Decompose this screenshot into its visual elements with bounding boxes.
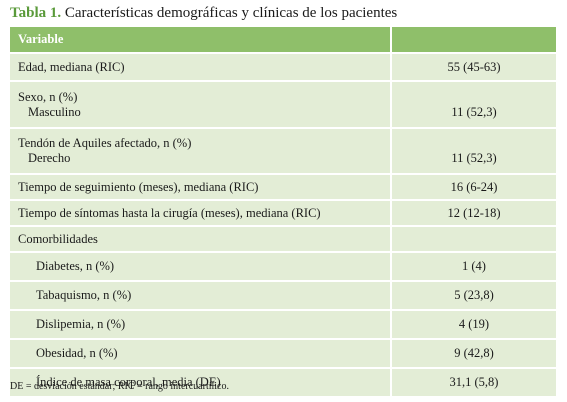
value-cell: 9 (42,8) [392, 340, 556, 367]
row-label: Tiempo de síntomas hasta la cirugía (mes… [18, 205, 321, 220]
value-cell: 11 (52,3) [392, 129, 556, 173]
label-cell: Tabaquismo, n (%) [10, 282, 392, 309]
table-row: Índice de masa corporal, media (DE) 31,1 … [10, 369, 556, 398]
value-cell: 1 (4) [392, 253, 556, 280]
label-cell: Índice de masa corporal, media (DE) [10, 369, 392, 396]
value-cell: 11 (52,3) [392, 82, 556, 127]
label-cell: Diabetes, n (%) [10, 253, 392, 280]
footnote: DE = desviación estándar; RIC = rango in… [10, 381, 229, 392]
label-cell: Tiempo de síntomas hasta la cirugía (mes… [10, 201, 392, 225]
row-label: Tiempo de seguimiento (meses), mediana (… [18, 179, 259, 194]
row-value: 55 (45-63) [447, 59, 501, 74]
header-row: Variable [10, 27, 556, 54]
row-label: Dislipemia, n (%) [36, 317, 126, 331]
row-value: 5 (23,8) [454, 288, 494, 302]
row-label: Tendón de Aquiles afectado, n (%) [18, 136, 192, 150]
table: Variable Edad, mediana (RIC) 55 (45-63) Se… [10, 27, 556, 398]
value-cell: 31,1 (5,8) [392, 369, 556, 396]
label-cell: Obesidad, n (%) [10, 340, 392, 367]
table-row: Dislipemia, n (%) 4 (19) [10, 311, 556, 340]
label-cell: Edad, mediana (RIC) [10, 54, 392, 80]
row-label: Sexo, n (%) [18, 89, 78, 104]
row-value: 11 (52,3) [451, 105, 497, 119]
row-label: Diabetes, n (%) [36, 259, 115, 273]
value-cell [392, 227, 556, 251]
header-cell [392, 27, 556, 52]
label-cell: Sexo, n (%) Masculino [10, 82, 392, 127]
title: Tabla 1. Características demográficas y … [10, 5, 397, 22]
table-row: Comorbilidades [10, 227, 556, 253]
table-row: Sexo, n (%) Masculino 11 (52,3) [10, 82, 556, 129]
value-cell: 16 (6-24) [392, 175, 556, 199]
title-label: Tabla 1. [10, 5, 62, 21]
table-row: Obesidad, n (%) 9 (42,8) [10, 340, 556, 369]
value-cell: 55 (45-63) [392, 54, 556, 80]
row-label: Edad, mediana (RIC) [18, 59, 125, 74]
row-label: Obesidad, n (%) [36, 346, 118, 360]
row-value: 4 (19) [458, 317, 490, 331]
row-value: 31,1 (5,8) [449, 375, 499, 389]
label-cell: Dislipemia, n (%) [10, 311, 392, 338]
table-row: Tabaquismo, n (%) 5 (23,8) [10, 282, 556, 311]
table-row: Tiempo de seguimiento (meses), mediana (… [10, 175, 556, 201]
label-cell: Comorbilidades [10, 227, 392, 251]
row-value: 9 (42,8) [454, 346, 494, 360]
table-row: Edad, mediana (RIC) 55 (45-63) [10, 54, 556, 82]
label-cell: Tendón de Aquiles afectado, n (%) Derecho [10, 129, 392, 173]
header-cell: Variable [10, 27, 392, 52]
row-value: 16 (6-24) [450, 179, 498, 194]
value-cell: 12 (12-18) [392, 201, 556, 225]
table-row: Tendón de Aquiles afectado, n (%) Derecho… [10, 129, 556, 175]
title-text: Características demográficas y clínicas … [64, 5, 398, 21]
table-row: Diabetes, n (%) 1 (4) [10, 253, 556, 282]
row-sublabel: Derecho [28, 151, 71, 165]
table-row: Tiempo de síntomas hasta la cirugía (mes… [10, 201, 556, 227]
row-value: 11 (52,3) [451, 151, 497, 165]
row-label: Comorbilidades [18, 231, 98, 246]
row-value: 12 (12-18) [447, 205, 501, 220]
row-sublabel: Masculino [28, 104, 81, 119]
value-cell: 4 (19) [392, 311, 556, 338]
row-label: Índice de masa corporal, media (DE) [36, 375, 221, 389]
label-cell: Tiempo de seguimiento (meses), mediana (… [10, 175, 392, 199]
row-label: Tabaquismo, n (%) [36, 288, 132, 302]
value-cell: 5 (23,8) [392, 282, 556, 309]
row-value: 1 (4) [462, 259, 486, 273]
